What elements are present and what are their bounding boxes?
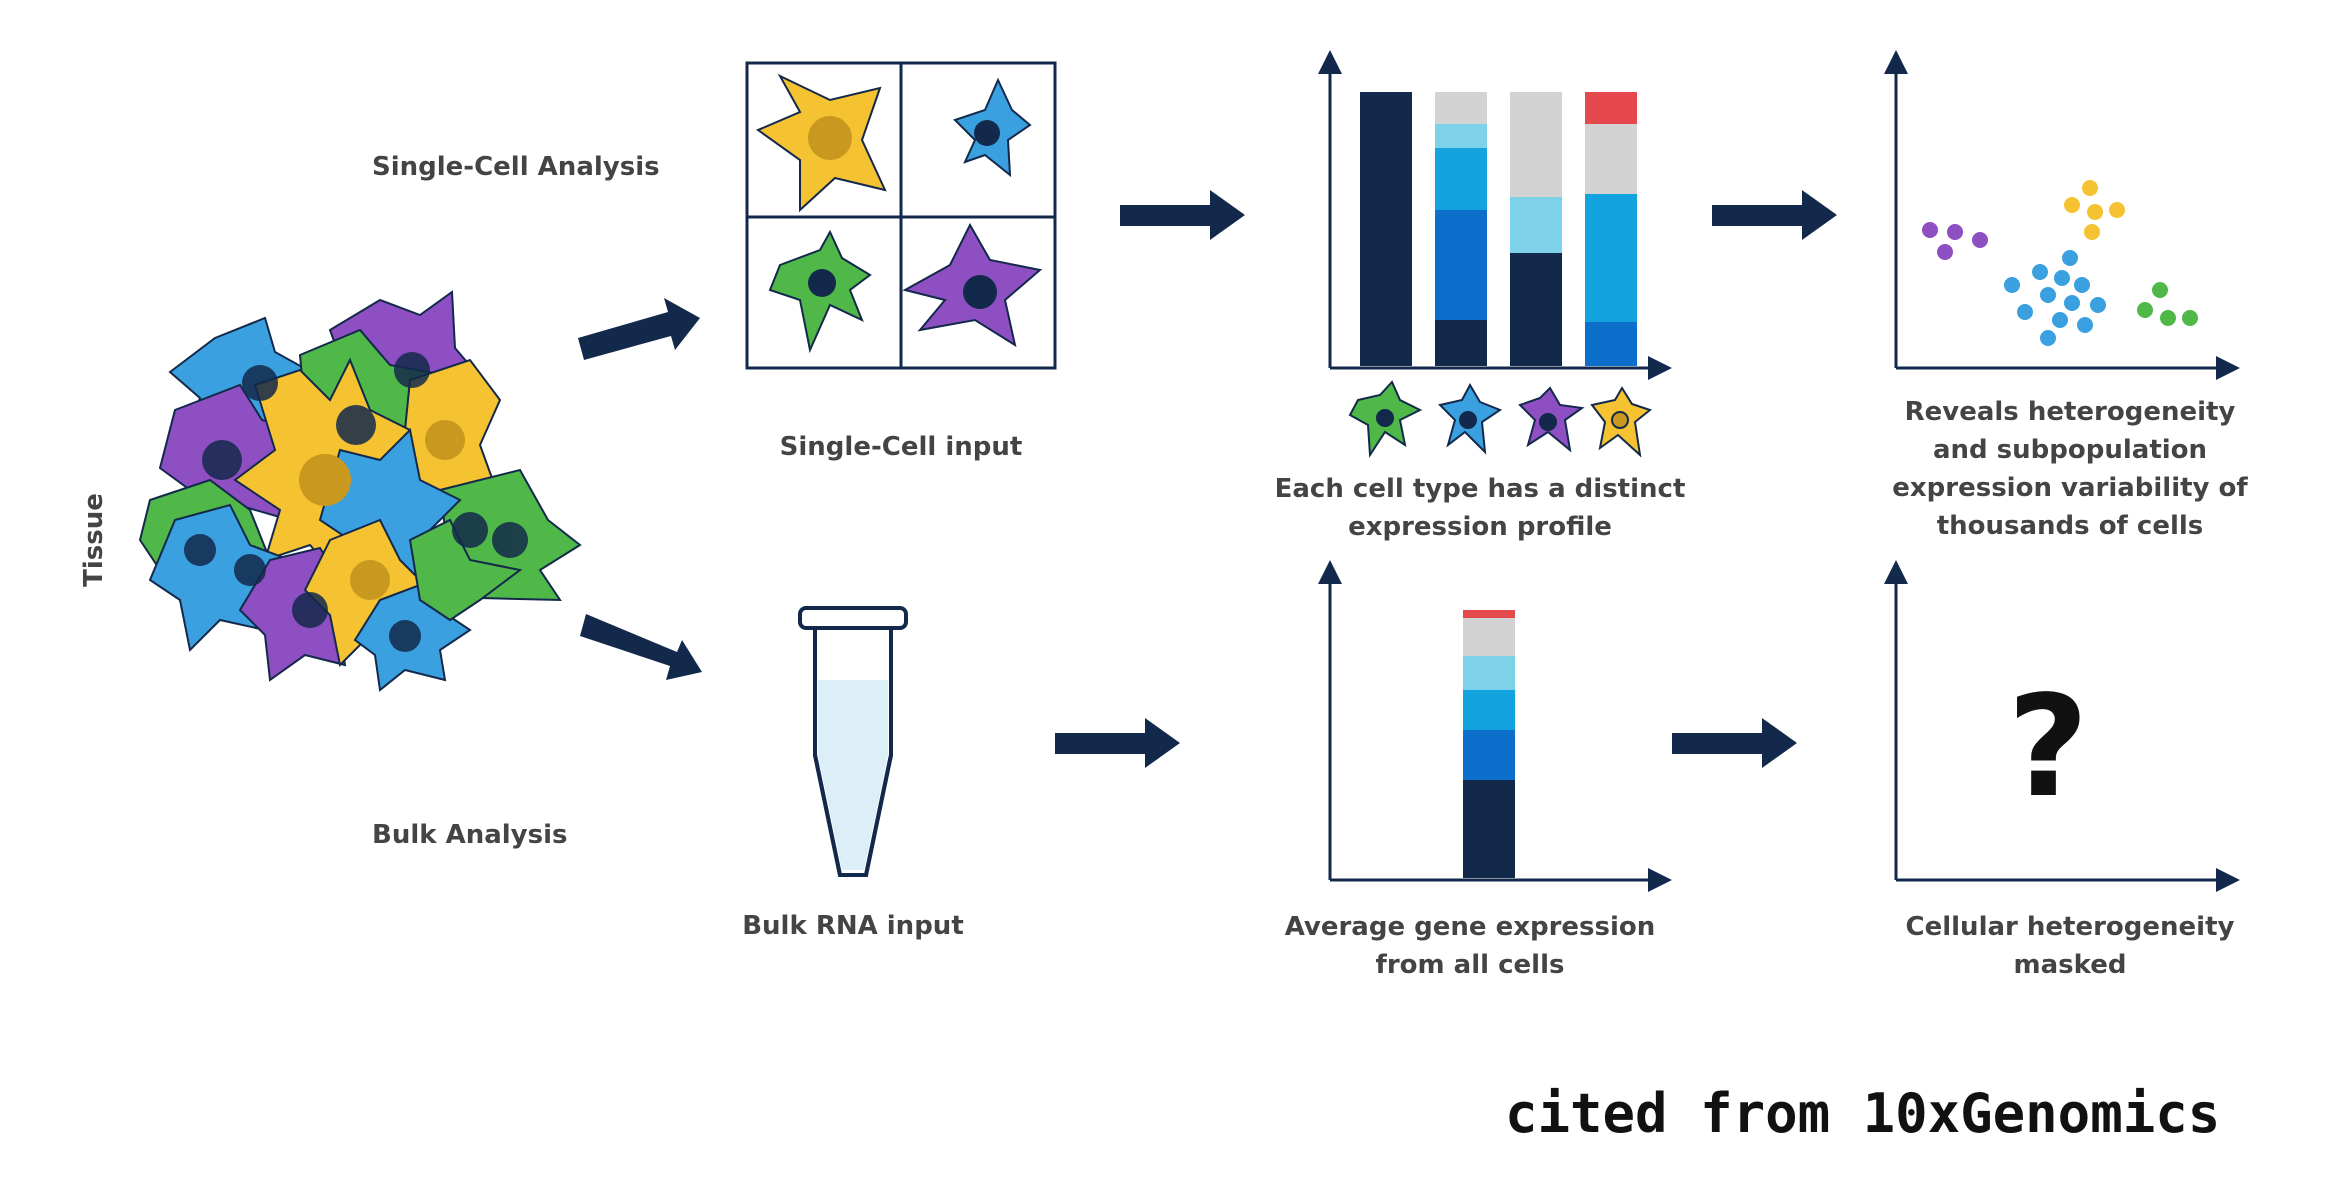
single-cell-analysis-label: Single-Cell Analysis bbox=[372, 152, 660, 182]
expression-bar-segment bbox=[1435, 320, 1487, 366]
arrow-to-scatter bbox=[1712, 190, 1837, 240]
expression-bar-segment bbox=[1510, 197, 1562, 253]
average-bar-segment bbox=[1463, 690, 1515, 730]
cell-type-icons bbox=[1348, 380, 1653, 459]
single-cell-input-label: Single-Cell input bbox=[779, 432, 1023, 462]
citation: cited from 10xGenomics bbox=[1505, 1082, 2221, 1145]
average-bar-segment bbox=[1463, 618, 1515, 656]
bulk-analysis-label: Bulk Analysis bbox=[372, 820, 568, 850]
expression-chart-axes bbox=[1318, 50, 1672, 380]
average-chart-axes bbox=[1318, 560, 1672, 892]
tissue-nuclei-light bbox=[299, 420, 465, 600]
tissue-label: Tissue bbox=[79, 493, 109, 587]
heterogeneity-label: Reveals heterogeneity and subpopulation … bbox=[1892, 397, 2248, 541]
grid-purple-cell bbox=[902, 222, 1043, 348]
scatter-yellow-cluster bbox=[2064, 180, 2125, 240]
arrow-to-masked-chart bbox=[1672, 718, 1797, 768]
expression-bar-segment bbox=[1510, 92, 1562, 197]
expression-bar-segment bbox=[1435, 210, 1487, 320]
purple-cell-icon bbox=[1518, 386, 1585, 453]
expression-bar-segment bbox=[1360, 92, 1412, 366]
tissue-cell-cluster bbox=[138, 290, 582, 692]
arrow-to-bulk bbox=[580, 614, 702, 680]
scatter-blue-cluster bbox=[2004, 250, 2106, 346]
distinct-profile-label: Each cell type has a distinct expression… bbox=[1274, 474, 1686, 542]
expression-bar-segment bbox=[1585, 322, 1637, 366]
average-bar-segment bbox=[1463, 730, 1515, 780]
blue-cell-icon bbox=[1438, 382, 1503, 455]
expression-profile-bars bbox=[1360, 92, 1637, 366]
scatter-green-cluster bbox=[2137, 282, 2198, 326]
masked-chart-axes bbox=[1884, 560, 2240, 892]
bulk-rna-tube bbox=[798, 606, 908, 877]
average-expression-label: Average gene expression from all cells bbox=[1284, 912, 1656, 980]
scatter-chart-axes bbox=[1884, 50, 2240, 380]
expression-bar-segment bbox=[1585, 194, 1637, 322]
question-mark: ? bbox=[2007, 666, 2088, 829]
expression-bar-segment bbox=[1435, 148, 1487, 210]
arrow-to-average-chart bbox=[1055, 718, 1180, 768]
masked-label: Cellular heterogeneity masked bbox=[1905, 912, 2235, 980]
yellow-cell-icon bbox=[1590, 386, 1653, 458]
scatter-purple-cluster bbox=[1922, 222, 1988, 260]
expression-bar-segment bbox=[1435, 124, 1487, 148]
arrow-to-single-cell bbox=[578, 298, 700, 360]
expression-bar-segment bbox=[1585, 124, 1637, 194]
expression-bar-segment bbox=[1510, 253, 1562, 366]
expression-bar-segment bbox=[1585, 92, 1637, 124]
average-bar-segment bbox=[1463, 610, 1515, 618]
grid-yellow-cell bbox=[755, 73, 887, 213]
average-expression-bar bbox=[1463, 610, 1515, 878]
grid-green-cell bbox=[768, 229, 872, 354]
arrow-to-expression-chart bbox=[1120, 190, 1245, 240]
expression-bar-segment bbox=[1435, 92, 1487, 124]
average-bar-segment bbox=[1463, 780, 1515, 878]
average-bar-segment bbox=[1463, 656, 1515, 690]
bulk-rna-input-label: Bulk RNA input bbox=[742, 911, 964, 941]
green-cell-icon bbox=[1348, 380, 1423, 459]
grid-blue-cell bbox=[953, 77, 1032, 178]
tissue-nuclei bbox=[184, 352, 528, 652]
